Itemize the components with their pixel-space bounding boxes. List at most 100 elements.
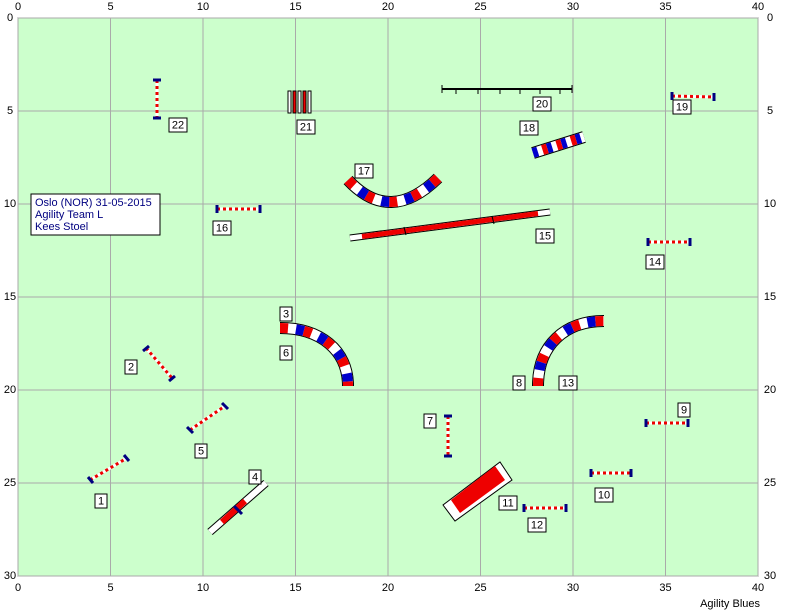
obstacle-number: 1 <box>98 495 104 507</box>
y-tick-label: 5 <box>7 105 13 117</box>
x-tick-label: 0 <box>15 1 21 13</box>
y-tick-label: 20 <box>4 384 16 396</box>
obstacle-number: 20 <box>536 98 548 110</box>
obstacle-number: 9 <box>681 404 687 416</box>
obstacle-part <box>531 132 586 158</box>
y-tick-label: 10 <box>764 198 776 210</box>
obstacle-number: 8 <box>516 377 522 389</box>
x-tick-label: 40 <box>752 582 764 594</box>
obstacle-number: 5 <box>198 445 204 457</box>
y-tick-label: 15 <box>764 291 776 303</box>
obstacle-part <box>219 498 248 525</box>
x-tick-label: 0 <box>15 582 21 594</box>
obstacle-part <box>185 425 195 435</box>
obstacle-number: 21 <box>300 121 312 133</box>
y-tick-label: 10 <box>4 198 16 210</box>
obstacle-part <box>302 90 307 114</box>
label-box <box>248 469 262 485</box>
obstacle-number: 14 <box>649 256 661 268</box>
x-tick-label: 35 <box>659 1 671 13</box>
label-box <box>279 345 293 361</box>
label-box <box>194 443 208 459</box>
group <box>86 78 716 512</box>
label-box <box>354 163 374 179</box>
label-box <box>532 96 552 112</box>
obstacle-number: 13 <box>562 377 574 389</box>
obstacles <box>86 78 716 536</box>
label-box <box>519 120 539 136</box>
obstacle-part <box>671 94 715 99</box>
footer: Agility Blues <box>700 598 760 610</box>
x-tick-label: 20 <box>382 1 394 13</box>
obstacle-number: 12 <box>531 519 543 531</box>
obstacle-part <box>220 401 230 411</box>
obstacle-number: 17 <box>358 165 370 177</box>
info-frame <box>30 193 161 236</box>
obstacle-part <box>86 476 95 484</box>
obstacle-part <box>403 226 407 236</box>
label-box <box>645 254 665 270</box>
y-tick-label: 25 <box>764 477 776 489</box>
obstacle-number: 18 <box>523 122 535 134</box>
y-tick-label: 0 <box>767 12 773 24</box>
obstacle-number: 2 <box>128 361 134 373</box>
x-tick-label: 5 <box>107 582 113 594</box>
label-box <box>558 375 578 391</box>
obstacle-part <box>287 90 292 114</box>
obstacle-number: 7 <box>427 415 433 427</box>
obstacle-part <box>344 174 442 207</box>
group <box>279 131 605 387</box>
obstacle-part <box>533 316 605 387</box>
y-tick-label: 30 <box>4 570 16 582</box>
x-tick-label: 10 <box>197 582 209 594</box>
obstacle-part <box>168 374 176 383</box>
obstacle-part <box>361 211 539 239</box>
obstacle-part <box>491 215 495 225</box>
label-box <box>124 359 138 375</box>
group <box>287 90 312 114</box>
obstacle-part <box>279 323 353 387</box>
label-box <box>672 99 692 115</box>
info-line: Agility Team L <box>35 209 103 221</box>
x-tick-label: 5 <box>107 1 113 13</box>
obstacle-number: 15 <box>539 230 551 242</box>
group <box>441 85 573 94</box>
obstacle-part <box>279 323 353 387</box>
y-tick-label: 15 <box>4 291 16 303</box>
obstacle-number: 11 <box>502 497 513 509</box>
x-tick-label: 25 <box>474 1 486 13</box>
label-box <box>423 413 437 429</box>
label-box <box>296 119 316 135</box>
x-tick-label: 35 <box>659 582 671 594</box>
obstacle-part <box>142 344 150 353</box>
obstacle-number: 10 <box>598 489 610 501</box>
info-line: Kees Stoel <box>35 221 88 233</box>
obstacle-part <box>307 90 312 114</box>
group <box>86 78 716 512</box>
x-tick-label: 25 <box>474 582 486 594</box>
label-box <box>512 375 526 391</box>
label-box <box>535 228 555 244</box>
label-box <box>594 487 614 503</box>
x-tick-label: 15 <box>289 582 301 594</box>
obstacle-part <box>344 174 442 207</box>
y-tick-label: 0 <box>7 12 13 24</box>
obstacle-number: 22 <box>172 119 184 131</box>
obstacle-number: 3 <box>283 308 289 320</box>
obstacle-part <box>451 466 505 513</box>
label-box <box>279 306 293 322</box>
obstacle-number: 4 <box>252 471 258 483</box>
label-box <box>498 495 518 511</box>
x-tick-label: 15 <box>289 1 301 13</box>
x-tick-label: 20 <box>382 582 394 594</box>
y-tick-label: 25 <box>4 477 16 489</box>
obstacle-part <box>189 404 226 432</box>
obstacle-part <box>232 504 244 516</box>
obstacle-part <box>297 90 302 114</box>
obstacle-number: 6 <box>283 347 289 359</box>
x-tick-label: 40 <box>752 1 764 13</box>
y-tick-label: 30 <box>764 570 776 582</box>
